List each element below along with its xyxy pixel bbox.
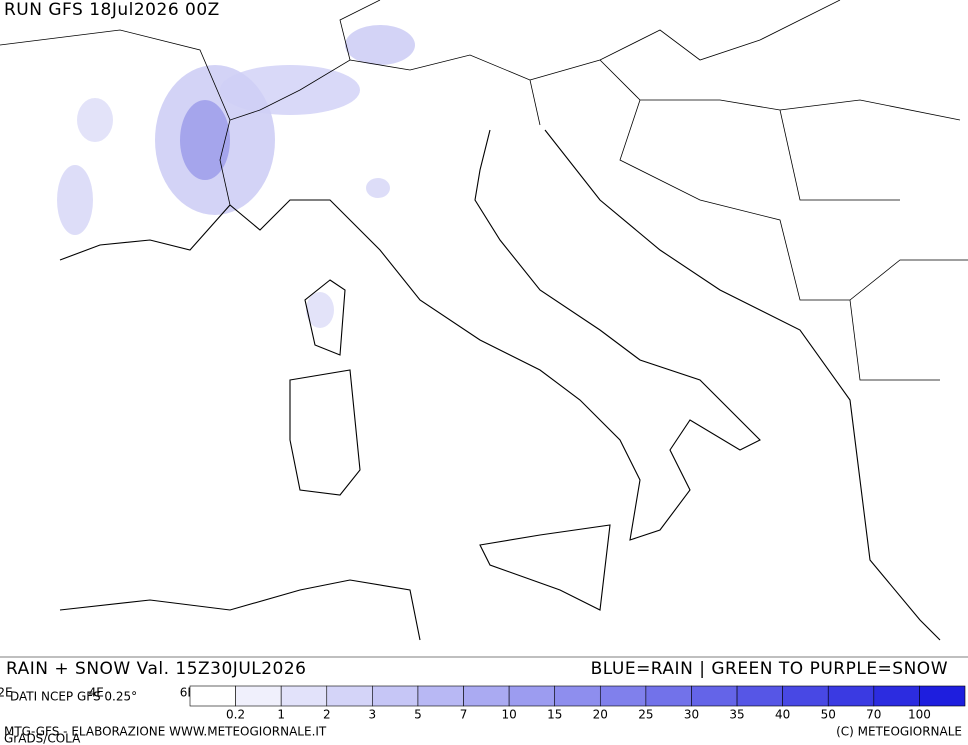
colorbar-label: 0.2 <box>226 708 245 722</box>
footer-title: RAIN + SNOW Val. 15Z30JUL2026 <box>6 659 307 679</box>
africa-coast <box>59 579 421 641</box>
colorbar-box <box>599 685 647 707</box>
rain-area <box>345 25 415 65</box>
colorbar-label: 20 <box>593 708 608 722</box>
balkan-coast <box>544 129 941 641</box>
sicily <box>479 524 611 611</box>
colorbar-box <box>554 685 601 707</box>
colorbar-label: 70 <box>866 708 881 722</box>
colorbar-box <box>417 685 464 707</box>
colorbar-label: 3 <box>369 708 377 722</box>
colorbar-box <box>235 685 282 707</box>
france-coast <box>59 204 231 261</box>
colorbar-box <box>691 685 738 707</box>
colorbar-box <box>873 685 920 707</box>
rain-area <box>306 292 334 328</box>
sardinia <box>289 369 361 496</box>
longitude-label: 2E <box>0 686 13 700</box>
rain-area <box>366 178 390 198</box>
colorbar-box <box>827 685 875 707</box>
legend-note: BLUE=RAIN | GREEN TO PURPLE=SNOW <box>591 659 948 679</box>
colorbar-label: 35 <box>729 708 744 722</box>
colorbar-label: 50 <box>821 708 836 722</box>
colorbar-box <box>736 685 783 707</box>
map-outlines <box>0 0 968 641</box>
colorbar-label: 15 <box>547 708 562 722</box>
colorbar: 0.2 1 2 3 5 7 10 15 20 25 30 35 40 50 70 100 <box>189 685 966 722</box>
colorbar-label: 10 <box>501 708 516 722</box>
rain-area <box>77 98 113 142</box>
corsica <box>304 279 346 356</box>
alps-border <box>219 54 541 206</box>
colorbar-label: 2 <box>323 708 331 722</box>
longitude-label: 4E <box>89 686 104 700</box>
precipitation <box>57 25 415 328</box>
italy-coast <box>229 129 761 541</box>
copyright: (C) METEOGIORNALE <box>836 725 962 739</box>
rain-area <box>180 100 230 180</box>
country-borders <box>0 0 968 381</box>
colorbar-box <box>645 685 692 707</box>
run-label: RUN GFS 18Jul2026 00Z <box>4 0 220 20</box>
colorbar-label: 1 <box>277 708 285 722</box>
colorbar-box <box>372 685 419 707</box>
rain-area <box>57 165 93 235</box>
colorbar-label: 25 <box>638 708 653 722</box>
colorbar-box <box>280 685 328 707</box>
software: GrADS/COLA <box>4 732 81 745</box>
colorbar-box <box>919 685 966 707</box>
source: DATI NCEP GFS 0.25° <box>10 690 137 704</box>
rain-area <box>220 65 360 115</box>
colorbar-box <box>782 685 829 707</box>
colorbar-label: 7 <box>460 708 468 722</box>
colorbar-label: 40 <box>775 708 790 722</box>
colorbar-label: 5 <box>414 708 422 722</box>
colorbar-box <box>326 685 373 707</box>
colorbar-label: 30 <box>684 708 699 722</box>
colorbar-label: 100 <box>908 708 931 722</box>
colorbar-box <box>463 685 510 707</box>
credit: MTG-GFS - ELABORAZIONE WWW.METEOGIORNALE… <box>4 725 327 739</box>
colorbar-box <box>508 685 556 707</box>
colorbar-box <box>189 685 236 707</box>
